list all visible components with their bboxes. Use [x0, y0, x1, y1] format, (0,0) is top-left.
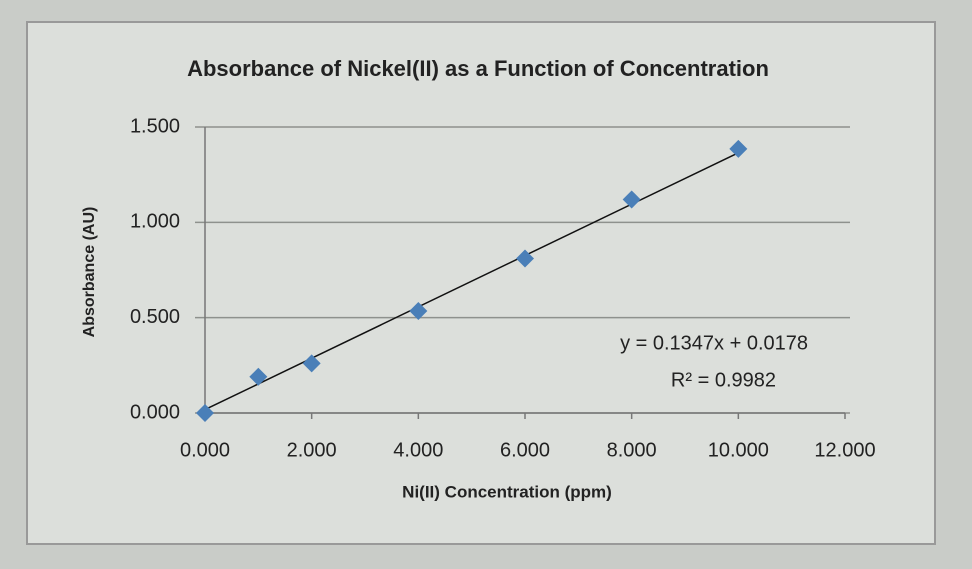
- trendline: [204, 152, 739, 411]
- chart-title: Absorbance of Nickel(II) as a Function o…: [187, 56, 769, 81]
- data-point: [516, 249, 534, 268]
- y-tick-label: 1.000: [130, 211, 180, 233]
- x-tick-label: 12.000: [814, 439, 875, 461]
- x-tick-label: 0.000: [180, 439, 230, 461]
- y-tick-label: 0.500: [130, 306, 180, 328]
- chart-area: [26, 21, 936, 545]
- data-point: [409, 301, 428, 320]
- y-tick-label: 1.500: [130, 115, 180, 137]
- x-tick-label: 8.000: [607, 439, 657, 461]
- data-point: [729, 139, 748, 158]
- data-point: [249, 367, 268, 386]
- data-point: [196, 404, 214, 422]
- x-tick-label: 10.000: [708, 439, 769, 461]
- x-tick-label: 6.000: [500, 439, 550, 461]
- data-point: [302, 354, 321, 373]
- x-tick-label: 4.000: [393, 439, 443, 461]
- trendline-equation: y = 0.1347x + 0.0178: [620, 332, 808, 354]
- x-axis-label: Ni(II) Concentration (ppm): [402, 482, 612, 501]
- trendline-r-squared: R² = 0.9982: [671, 369, 776, 391]
- y-axis-label: Absorbance (AU): [81, 207, 98, 338]
- data-point: [622, 190, 641, 209]
- y-tick-label: 0.000: [130, 401, 180, 423]
- x-tick-label: 2.000: [287, 439, 337, 461]
